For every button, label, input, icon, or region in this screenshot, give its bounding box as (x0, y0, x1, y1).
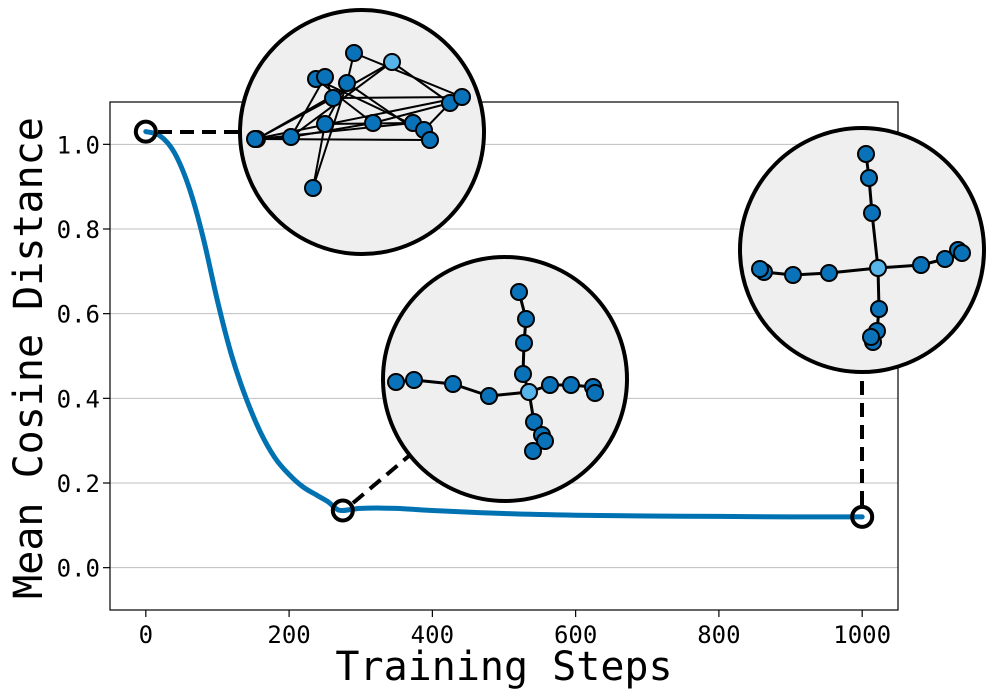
y-tick-labels: 0.0 0.2 0.4 0.6 0.8 1.0 (57, 131, 100, 582)
graph-node (282, 128, 300, 146)
graph-node (364, 114, 382, 132)
graph-node (345, 44, 363, 62)
connector-line (351, 453, 412, 505)
graph-edge (391, 61, 451, 104)
graph-node (860, 169, 878, 187)
x-axis-title: Training Steps (335, 644, 672, 690)
highlight-ring (850, 504, 875, 529)
x-tick-label: 400 (411, 621, 454, 649)
graph-node (784, 266, 802, 284)
graph-node (515, 334, 533, 352)
highlight-ring (133, 119, 158, 144)
graph-node (453, 88, 471, 106)
graph-node (953, 244, 971, 262)
graph-node (480, 387, 498, 405)
graph-node (869, 259, 887, 277)
graph-node (517, 310, 535, 328)
graph-node (912, 256, 930, 274)
graph-edge (312, 123, 326, 189)
inset-connectors (158, 130, 864, 505)
highlight-ring (330, 498, 355, 523)
y-tick-label: 1.0 (57, 131, 100, 159)
graph-node (304, 179, 322, 197)
y-axis-title: Mean Cosine Distance (6, 117, 52, 599)
graph-node (586, 384, 604, 402)
graph-node (405, 371, 423, 389)
x-tick-label: 1000 (833, 621, 891, 649)
tick-marks (103, 143, 863, 617)
graph-edge (315, 78, 374, 124)
inset-early (238, 8, 486, 256)
graph-edge (870, 212, 880, 269)
x-tick-labels: 0 200 400 600 800 1000 (139, 621, 891, 649)
y-tick-label: 0.8 (57, 216, 100, 244)
graph-node (857, 145, 875, 163)
inset-circle (381, 255, 629, 503)
y-tick-label: 0.2 (57, 470, 100, 498)
inset-circle (738, 126, 986, 374)
graph-node (444, 375, 462, 393)
graph-node (862, 328, 880, 346)
graph-edge (254, 138, 431, 141)
graph-node (520, 383, 538, 401)
graph-node (316, 68, 334, 86)
graph-node (936, 250, 954, 268)
graph-node (246, 130, 264, 148)
graph-edge (353, 52, 463, 98)
graph-node (324, 89, 342, 107)
y-tick-label: 0.6 (57, 301, 100, 329)
inset-circle (238, 8, 486, 256)
graph-node (562, 376, 580, 394)
x-tick-label: 600 (554, 621, 597, 649)
y-tick-label: 0.4 (57, 385, 100, 413)
inset-middle (381, 255, 629, 503)
graph-node (387, 373, 405, 391)
graph-node (383, 53, 401, 71)
x-tick-label: 0 (139, 621, 153, 649)
graph-node (510, 283, 528, 301)
graph-node (316, 115, 334, 133)
graph-node (541, 376, 559, 394)
graph-node (751, 260, 769, 278)
graph-node (514, 365, 532, 383)
x-tick-label: 800 (697, 621, 740, 649)
graph-node (525, 413, 543, 431)
graph-node (338, 74, 356, 92)
graph-insets (238, 8, 986, 503)
series-line (143, 129, 865, 520)
graph-edge (256, 97, 334, 140)
graph-node (870, 300, 888, 318)
graph-node (863, 204, 881, 222)
graph-node (820, 264, 838, 282)
y-tick-label: 0.0 (57, 555, 100, 583)
graph-node (524, 442, 542, 460)
graph-node (536, 432, 554, 450)
x-tick-label: 200 (267, 621, 310, 649)
graph-node (421, 131, 439, 149)
inset-final (738, 126, 986, 374)
highlight-markers (133, 119, 875, 529)
graph-edge (372, 102, 451, 124)
